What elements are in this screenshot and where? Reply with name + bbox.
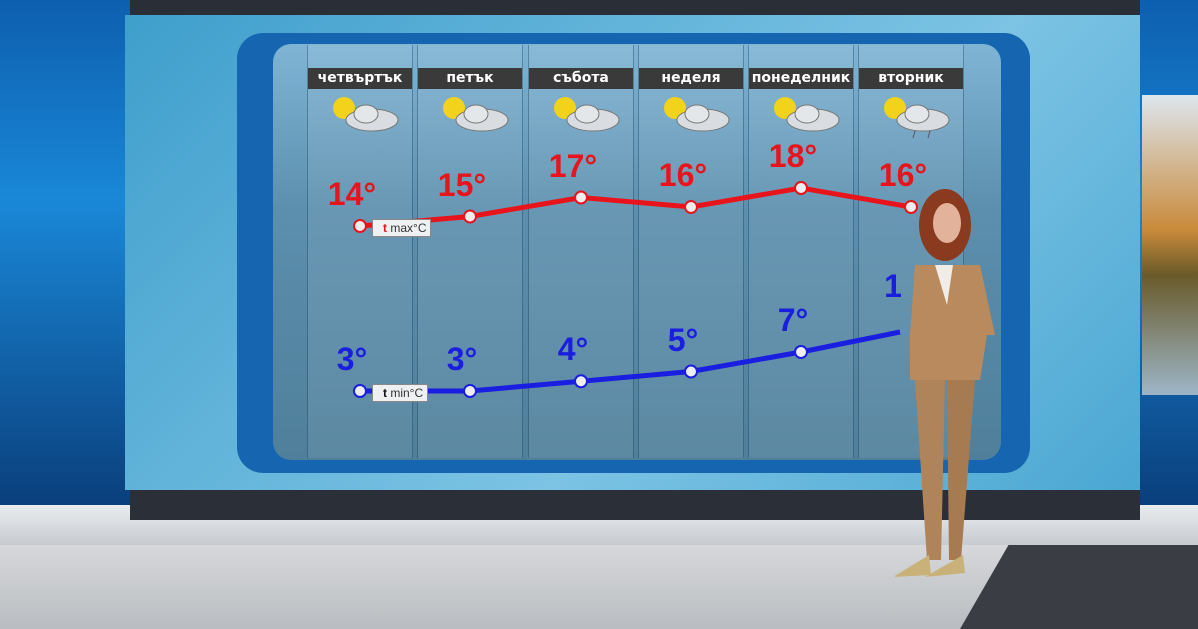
legend-tmin-unit: min°C xyxy=(390,386,424,400)
legend-tmin: t min°C xyxy=(372,384,429,402)
tmin-label: 4° xyxy=(557,331,589,368)
tmin-line xyxy=(360,329,901,394)
tmax-label: 17° xyxy=(548,147,598,184)
tmax-label: 16° xyxy=(658,157,708,193)
day-header: четвъртък xyxy=(308,68,412,89)
day-header: неделя xyxy=(639,68,743,89)
sun-cloud-icon xyxy=(333,97,399,132)
tmax-point xyxy=(904,200,918,214)
autumn-landscape-image xyxy=(1142,95,1198,395)
day-header: петък xyxy=(418,68,522,89)
tmin-label: 3° xyxy=(446,341,478,377)
tmax-line xyxy=(359,185,912,229)
left-video-wall xyxy=(0,0,130,505)
tmax-point xyxy=(574,190,588,205)
tmin-label: 3° xyxy=(336,341,368,377)
tmax-label: 16° xyxy=(878,157,928,193)
legend-tmax: t max°C xyxy=(372,219,432,237)
tmin-point xyxy=(574,374,588,389)
day-header: вторник xyxy=(859,68,963,89)
tmin-point xyxy=(684,364,698,379)
tmin-point xyxy=(794,345,808,359)
tmin-label: 5° xyxy=(667,321,699,358)
tmin-point xyxy=(353,384,367,398)
tmax-point xyxy=(353,219,367,233)
sun-cloud-icon xyxy=(664,97,730,132)
tmax-point xyxy=(463,209,477,224)
tmin-point xyxy=(463,384,477,398)
legend-tmin-t: t xyxy=(383,386,387,400)
tmin-label: 1 xyxy=(884,268,902,304)
tmax-label: 14° xyxy=(327,176,377,212)
tmax-label: 15° xyxy=(437,166,487,203)
tmax-point xyxy=(794,181,808,195)
sun-cloud-icon xyxy=(774,97,840,132)
legend-tmax-unit: max°C xyxy=(390,221,427,235)
sun-cloud-icon xyxy=(443,97,509,132)
sun-cloud-rain-icon xyxy=(884,97,950,138)
weather-presenter xyxy=(895,189,995,577)
day-header: събота xyxy=(529,68,633,89)
tmax-point xyxy=(684,200,698,214)
legend-tmax-t: t xyxy=(383,221,387,235)
tmax-label: 18° xyxy=(768,138,818,174)
sun-cloud-icon xyxy=(554,97,620,132)
tmin-label: 7° xyxy=(777,302,809,338)
day-header: понеделник xyxy=(749,68,853,89)
